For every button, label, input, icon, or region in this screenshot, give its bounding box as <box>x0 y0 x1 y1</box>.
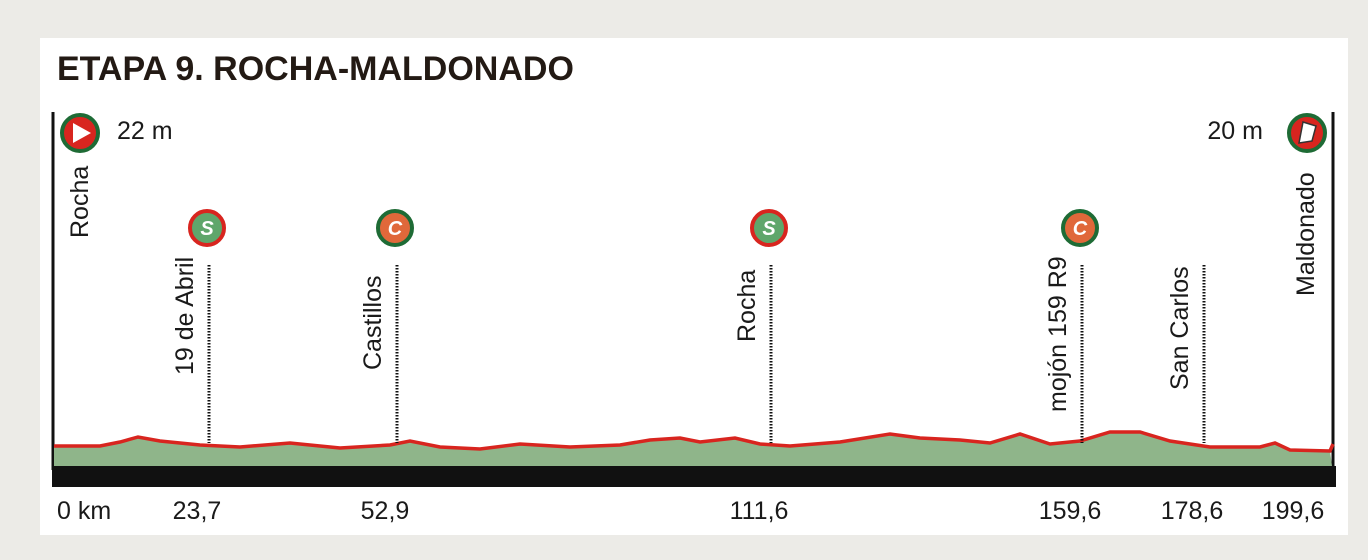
waypoint-icon <box>188 209 226 247</box>
finish-name: Maldonado <box>1292 172 1320 296</box>
waypoint-icon <box>376 209 414 247</box>
waypoint-icon <box>750 209 788 247</box>
waypoint-name: mojón 159 R9 <box>1044 256 1072 412</box>
icon-letter: S <box>762 218 776 240</box>
finish-flag <box>1298 121 1317 144</box>
waypoint-km: 23,7 <box>173 497 222 525</box>
waypoint-km: 111,6 <box>730 497 789 525</box>
finish-km: 199,6 <box>1262 497 1325 525</box>
icon-letter: C <box>1073 218 1088 240</box>
finish-elevation: 20 m <box>1207 117 1263 145</box>
icon-letter: S <box>200 218 214 240</box>
waypoint-icon <box>1061 209 1099 247</box>
start-km: 0 km <box>57 497 111 525</box>
profile-line <box>54 430 1335 453</box>
start-elevation: 22 m <box>117 117 173 145</box>
waypoint-name: Rocha <box>733 270 761 342</box>
start-name: Rocha <box>66 166 94 238</box>
profile-area <box>54 432 1332 466</box>
title: ETAPA 9. ROCHA-MALDONADO <box>57 50 574 88</box>
waypoint-name: 19 de Abril <box>171 257 199 375</box>
waypoints: 19 de Abril 23,7 S Castillos 52,9 C Rocha 111,6… <box>171 209 1224 525</box>
waypoint-name: Castillos <box>359 276 387 370</box>
icon-letter: C <box>388 218 403 240</box>
base-bar <box>52 466 1336 487</box>
start-arrow <box>73 123 91 143</box>
waypoint-km: 159,6 <box>1039 497 1102 525</box>
waypoint-name: San Carlos <box>1166 266 1194 390</box>
waypoint-km: 178,6 <box>1161 497 1224 525</box>
waypoint-km: 52,9 <box>361 497 410 525</box>
